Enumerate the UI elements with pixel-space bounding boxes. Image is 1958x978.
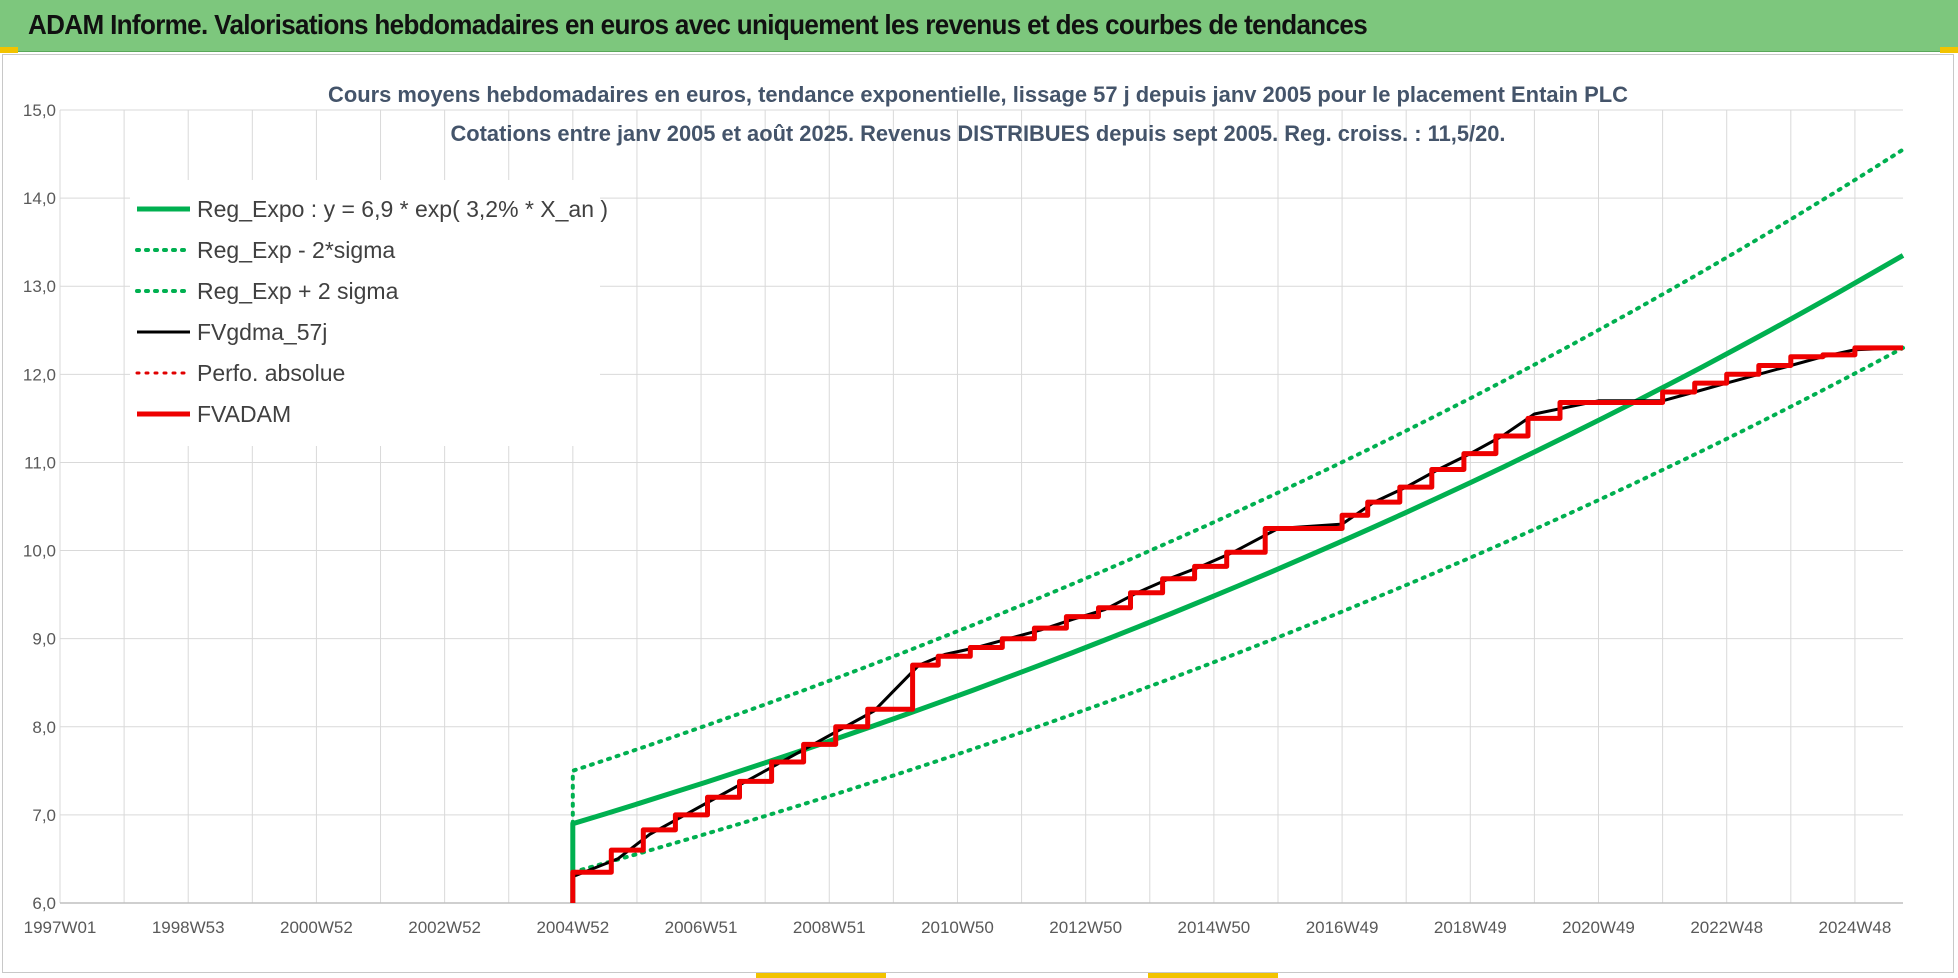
y-tick-label: 15,0 (23, 101, 56, 120)
chart-title-line-1: Cours moyens hebdomadaires en euros, ten… (328, 82, 1628, 107)
x-tick-label: 2024W48 (1819, 918, 1892, 937)
grid-lines (59, 109, 1903, 904)
series-line-5 (570, 345, 1903, 903)
legend-background (130, 180, 600, 446)
x-tick-label: 2020W49 (1562, 918, 1635, 937)
chart-frame (2, 54, 1954, 973)
legend-label: Reg_Exp - 2*sigma (197, 237, 395, 263)
series-line-1 (570, 345, 1905, 875)
x-tick-label: 2014W50 (1177, 918, 1250, 937)
bottom-mark-2 (1148, 973, 1278, 978)
x-tick-label: 2016W49 (1306, 918, 1379, 937)
legend-label: Reg_Exp + 2 sigma (197, 278, 399, 304)
x-tick-label: 2018W49 (1434, 918, 1507, 937)
x-tick-label: 2000W52 (280, 918, 353, 937)
x-tick-label: 2012W50 (1049, 918, 1122, 937)
series-line-0 (570, 253, 1905, 903)
x-tick-label: 2002W52 (408, 918, 481, 937)
legend-label: Perfo. absolue (197, 360, 345, 386)
legend-label: FVADAM (197, 401, 291, 427)
y-tick-label: 13,0 (23, 277, 56, 296)
y-axis-ticks: 6,0 7,0 8,0 9,0 10,0 11,0 12,0 13,0 14,0 15,0 (23, 101, 56, 913)
x-tick-label: 2008W51 (793, 918, 866, 937)
y-tick-label: 12,0 (23, 365, 56, 384)
chart-title-line-2: Cotations entre janv 2005 et août 2025. … (451, 121, 1506, 146)
x-tick-label: 2010W50 (921, 918, 994, 937)
x-tick-label: 1998W53 (152, 918, 225, 937)
corner-mark-left (0, 47, 18, 53)
x-tick-label: 1997W01 (24, 918, 97, 937)
page-title: ADAM Informe. Valorisations hebdomadaire… (28, 9, 1368, 40)
y-tick-label: 11,0 (24, 453, 56, 472)
bottom-mark-1 (756, 973, 886, 978)
legend: Reg_Expo : y = 6,9 * exp( 3,2% * X_an ) R… (135, 196, 608, 427)
legend-label: FVgdma_57j (197, 319, 327, 345)
x-tick-label: 2004W52 (536, 918, 609, 937)
x-tick-label: 2022W48 (1690, 918, 1763, 937)
y-tick-label: 14,0 (23, 189, 56, 208)
corner-mark-right (1940, 47, 1958, 53)
series-line-2 (570, 147, 1905, 826)
y-tick-label: 6,0 (32, 894, 56, 913)
y-tick-label: 10,0 (23, 542, 56, 561)
y-tick-label: 9,0 (32, 630, 56, 649)
header-banner: ADAM Informe. Valorisations hebdomadaire… (0, 0, 1958, 52)
x-axis-ticks: 1997W01 1998W53 2000W52 2002W52 2004W52 2006W… (24, 918, 1892, 937)
series-group (570, 147, 1905, 903)
y-tick-label: 8,0 (32, 718, 56, 737)
legend-label: Reg_Expo : y = 6,9 * exp( 3,2% * X_an ) (197, 196, 608, 222)
x-tick-label: 2006W51 (665, 918, 738, 937)
series-line-3 (572, 346, 1904, 878)
y-tick-label: 7,0 (32, 806, 56, 825)
